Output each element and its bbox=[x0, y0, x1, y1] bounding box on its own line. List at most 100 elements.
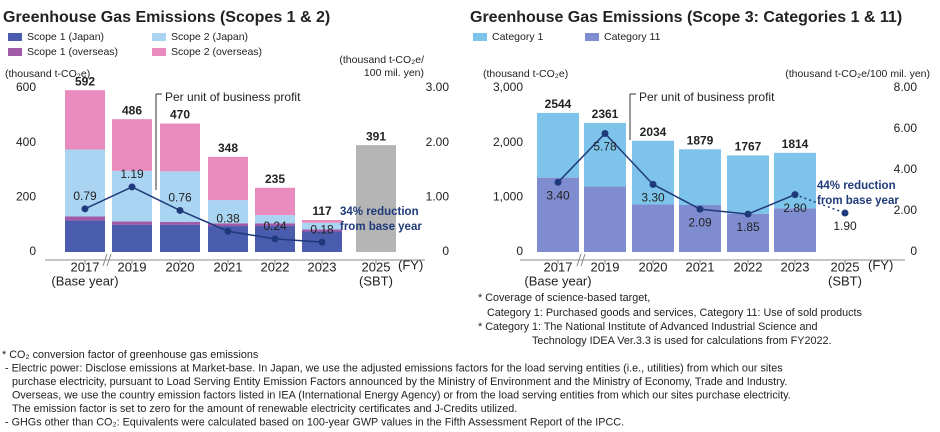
y2-tick-label: 6.00 bbox=[894, 121, 918, 135]
y2-axis-label: (thousand t-CO₂e/100 mil. yen) bbox=[785, 68, 930, 80]
intensity-point bbox=[601, 130, 609, 138]
axis-break bbox=[106, 253, 112, 267]
bar-segment bbox=[160, 123, 200, 172]
bar-segment bbox=[208, 200, 248, 224]
total-label: 486 bbox=[122, 103, 142, 117]
bar-segment bbox=[537, 177, 579, 252]
bar-segment bbox=[65, 90, 105, 150]
y-axis-label: (thousand t-CO₂e) bbox=[5, 68, 90, 80]
intensity-line-projected bbox=[794, 193, 846, 214]
bar-segment bbox=[774, 208, 816, 252]
bar-segment bbox=[584, 186, 626, 252]
bar-segment bbox=[65, 220, 105, 252]
intensity-point bbox=[841, 209, 849, 217]
axis-break bbox=[580, 253, 586, 267]
y-tick-label: 1,000 bbox=[493, 190, 523, 204]
target-label: 391 bbox=[366, 129, 386, 143]
intensity-label: 2.80 bbox=[783, 201, 807, 215]
x-tick-label: 2021 bbox=[686, 259, 715, 274]
intensity-point bbox=[224, 227, 232, 235]
footnote: * CO₂ conversion factor of greenhouse ga… bbox=[2, 349, 259, 361]
chart-note: * Coverage of science-based target, bbox=[478, 292, 650, 304]
bar-segment bbox=[302, 222, 342, 230]
footnote: Overseas, we use the country emission fa… bbox=[12, 389, 791, 401]
y2-tick-label: 0 bbox=[442, 244, 449, 258]
intensity-label: 0.79 bbox=[73, 189, 97, 203]
legend-label: Category 1 bbox=[492, 31, 544, 43]
x-tick-label: 2017 bbox=[71, 259, 100, 274]
bar-segment bbox=[112, 221, 152, 225]
intensity-label: 0.38 bbox=[216, 211, 240, 225]
legend-label: Scope 1 (overseas) bbox=[27, 46, 118, 58]
x-tick-note: (SBT) bbox=[828, 273, 862, 288]
chart-title: Greenhouse Gas Emissions (Scope 3: Categ… bbox=[470, 9, 902, 26]
legend-swatch bbox=[473, 33, 487, 41]
x-tick-label: 2017 bbox=[544, 259, 573, 274]
legend-label: Scope 2 (Japan) bbox=[171, 31, 248, 43]
bar-segment bbox=[112, 170, 152, 222]
x-tick-label: 2020 bbox=[166, 259, 195, 274]
y2-tick-label: 2.00 bbox=[894, 203, 918, 217]
bar-segment bbox=[112, 119, 152, 171]
x-tick-label: 2022 bbox=[261, 259, 290, 274]
annotation: Per unit of business profit bbox=[165, 90, 301, 104]
annotation: Per unit of business profit bbox=[639, 90, 775, 104]
y2-tick-label: 0 bbox=[910, 244, 917, 258]
chart-note: Category 1: Purchased goods and services… bbox=[487, 307, 862, 319]
intensity-point bbox=[554, 178, 562, 186]
x-tick-label: 2025 bbox=[362, 259, 391, 274]
legend-swatch bbox=[152, 33, 166, 41]
total-label: 2361 bbox=[592, 107, 619, 121]
target-bar bbox=[356, 145, 396, 252]
bar-segment bbox=[208, 223, 248, 227]
bar-segment bbox=[774, 152, 816, 209]
bar-segment bbox=[679, 204, 721, 252]
y2-tick-label: 3.00 bbox=[426, 80, 450, 94]
y-tick-label: 600 bbox=[16, 80, 36, 94]
intensity-point bbox=[176, 206, 184, 214]
intensity-line bbox=[557, 132, 796, 215]
total-label: 1814 bbox=[782, 137, 809, 151]
bar-segment bbox=[65, 149, 105, 217]
total-label: 1879 bbox=[687, 133, 714, 147]
total-label: 2034 bbox=[640, 125, 667, 139]
y2-tick-label: 4.00 bbox=[894, 162, 918, 176]
x-unit: (FY) bbox=[868, 257, 893, 272]
y2-tick-label: 1.00 bbox=[426, 190, 450, 204]
total-label: 348 bbox=[218, 141, 238, 155]
intensity-point bbox=[128, 183, 136, 191]
total-label: 1767 bbox=[735, 140, 762, 154]
bar-segment bbox=[65, 216, 105, 221]
intensity-point bbox=[271, 235, 279, 243]
y-tick-label: 3,000 bbox=[493, 80, 523, 94]
intensity-point bbox=[791, 191, 799, 199]
bar-segment bbox=[255, 215, 295, 224]
x-tick-label: 2020 bbox=[639, 259, 668, 274]
bar-segment bbox=[727, 155, 769, 214]
chart-note: Technology IDEA Ver.3.3 is used for calc… bbox=[532, 335, 831, 347]
x-tick-label: 2021 bbox=[214, 259, 243, 274]
bar-segment bbox=[302, 220, 342, 223]
footnote: purchase electricity, pursuant to Load S… bbox=[12, 376, 787, 388]
bar-segment bbox=[255, 187, 295, 216]
total-label: 470 bbox=[170, 108, 190, 122]
y-tick-label: 2,000 bbox=[493, 135, 523, 149]
x-tick-note: (Base year) bbox=[524, 273, 591, 288]
intensity-label: 5.78 bbox=[593, 140, 617, 154]
legend-label: Category 11 bbox=[604, 31, 661, 43]
axis-break bbox=[102, 253, 108, 267]
intensity-label: 1.90 bbox=[833, 219, 857, 233]
y-tick-label: 0 bbox=[29, 244, 36, 258]
legend-swatch bbox=[152, 48, 166, 56]
legend-swatch bbox=[8, 33, 22, 41]
intensity-point bbox=[649, 180, 657, 188]
chart-title: Greenhouse Gas Emissions (Scopes 1 & 2) bbox=[3, 9, 330, 26]
y-tick-label: 200 bbox=[16, 190, 36, 204]
legend-swatch bbox=[585, 33, 599, 41]
legend-swatch bbox=[8, 48, 22, 56]
x-unit: (FY) bbox=[398, 257, 423, 272]
total-label: 235 bbox=[265, 172, 285, 186]
chart-note: * Category 1: The National Institute of … bbox=[478, 321, 818, 333]
intensity-label: 3.30 bbox=[641, 191, 665, 205]
